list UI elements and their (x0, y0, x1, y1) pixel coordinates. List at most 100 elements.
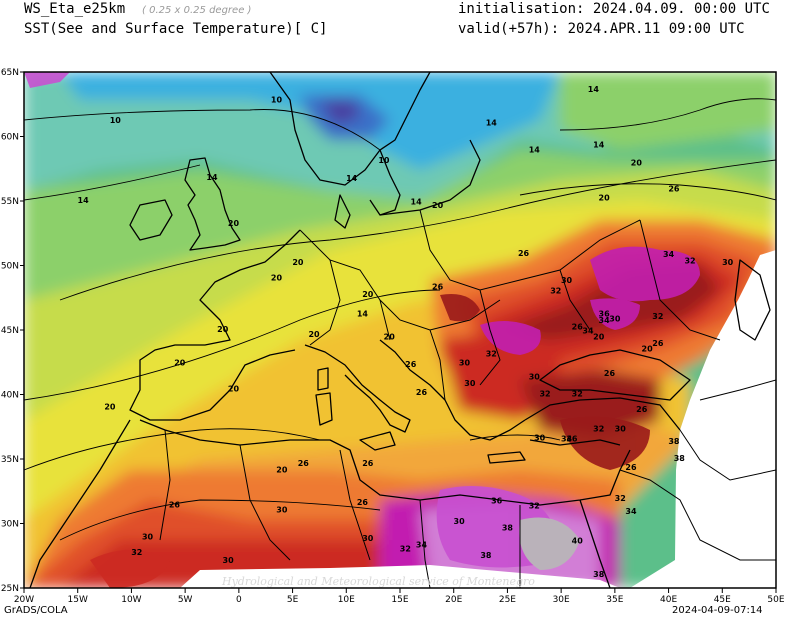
x-tick-label: 25E (499, 595, 516, 605)
contour-label: 32 (131, 548, 142, 557)
x-axis-ticks: 20W 15W 10W 5W 0 5E 10E 15E 20E 25E 30E 35E 40E 45E 50… (14, 588, 785, 605)
contour-label: 20 (228, 384, 240, 393)
temperature-field: 10 10 10 14 14 14 14 14 14 14 14 14 20 20 20 20 20 20 20 20… (24, 72, 776, 588)
contour-label: 34 (599, 316, 611, 325)
red-sea-coast (579, 499, 611, 588)
contour-label: 38 (668, 437, 680, 446)
x-tick-label: 45E (714, 595, 731, 605)
x-tick-label: 15W (68, 595, 88, 605)
contour-label: 32 (400, 544, 411, 553)
hotspot-iraq (560, 416, 650, 470)
x-tick-label: 50E (767, 595, 784, 605)
contour-label: 34 (663, 250, 675, 259)
contour-label: 30 (362, 534, 374, 543)
contour-label: 26 (652, 339, 664, 348)
contour-label: 20 (104, 402, 116, 411)
contour-label: 20 (642, 344, 654, 353)
variable-title: SST(See and Surface Temperature)[ C] (24, 21, 328, 37)
contour-label: 34 (561, 435, 573, 444)
x-tick-label: 20E (445, 595, 462, 605)
contour-label: 10 (271, 95, 283, 104)
x-tick-label: 30E (553, 595, 570, 605)
contour-label: 36 (599, 310, 611, 319)
init-label: initialisation: (458, 1, 585, 17)
contour-labels: 10 10 10 14 14 14 14 14 14 14 14 14 20 20 20 20 20 20 20 20… (78, 85, 734, 579)
contour-label: 32 (615, 494, 626, 503)
contour-label: 26 (604, 369, 616, 378)
western-europe-coast (129, 229, 301, 421)
x-tick-label: 5W (178, 595, 193, 605)
contour-label: 30 (615, 424, 627, 433)
contour-label: 14 (593, 141, 605, 150)
hotspot-balkans (440, 294, 480, 322)
hotspot-crimea (590, 298, 640, 330)
turkey-coast (524, 397, 681, 431)
contour-label: 20 (599, 193, 611, 202)
contour-label: 14 (588, 85, 600, 94)
contour-label: 26 (298, 459, 310, 468)
contour-label: 20 (308, 330, 320, 339)
contour-label: 26 (357, 498, 369, 507)
contour-label: 14 (357, 310, 369, 319)
contour-label: 30 (609, 315, 621, 324)
coastlines (29, 72, 771, 588)
contour-label: 26 (668, 184, 680, 193)
contour-label: 20 (174, 359, 186, 368)
contour-label: 30 (454, 517, 466, 526)
y-tick-label: 50N (1, 262, 19, 272)
hotspot-egypt-gray (519, 517, 580, 570)
contour-label: 30 (561, 276, 573, 285)
valid-label: valid(+57h): (458, 21, 560, 37)
balkans-coast (379, 339, 526, 441)
hotspot-north-purple (24, 72, 70, 88)
sweden-coast (369, 149, 401, 216)
contour-label: 32 (529, 502, 540, 511)
hotspot-ukraine (590, 246, 700, 302)
contour-label: 32 (593, 424, 604, 433)
no-data-area (630, 250, 776, 588)
contour-label: 30 (276, 506, 288, 515)
footer-timestamp: 2024-04-09-07:14 (672, 605, 763, 616)
contour-label: 20 (384, 333, 396, 342)
contour-label: 32 (550, 286, 561, 295)
y-tick-label: 55N (1, 197, 19, 207)
contour-label: 32 (539, 390, 550, 399)
x-tick-label: 40E (660, 595, 677, 605)
contour-label: 38 (480, 551, 492, 560)
valid-time: 2024.APR.11 09:00 UTC (567, 21, 745, 37)
contour-label: 30 (223, 556, 235, 565)
contour-label: 32 (684, 257, 695, 266)
x-tick-label: 35E (606, 595, 623, 605)
contour-label: 20 (593, 333, 605, 342)
contour-label: 36 (566, 435, 578, 444)
contour-label: 20 (276, 466, 288, 475)
sst-band-8 (320, 100, 360, 125)
sardinia-coast (315, 392, 333, 426)
italy-coast (304, 344, 411, 433)
watermark: Hydrological and Meteorological service … (221, 575, 535, 588)
contour-label: 26 (625, 463, 637, 472)
y-tick-label: 65N (1, 68, 19, 78)
contour-label: 36 (491, 497, 503, 506)
y-tick-label: 35N (1, 455, 19, 465)
morocco-coast (29, 419, 131, 588)
contour-label: 40 (572, 537, 584, 546)
contour-label: 38 (674, 454, 686, 463)
contour-label: 14 (206, 173, 218, 182)
y-axis-ticks: 65N 60N 55N 50N 45N 40N 35N 30N 25N (1, 68, 24, 594)
great-britain-coast (184, 157, 241, 251)
init-time: 2024.04.09. 00:00 UTC (592, 1, 770, 17)
contour-label: 20 (217, 325, 229, 334)
contour-label: 38 (502, 524, 514, 533)
corsica-coast (317, 367, 329, 391)
turkey-south-coast (529, 439, 621, 446)
x-tick-label: 10E (338, 595, 355, 605)
contour-label: 30 (142, 533, 154, 542)
contour-label: 32 (652, 312, 663, 321)
contour-label: 32 (486, 350, 497, 359)
contour-label: 20 (631, 159, 643, 168)
no-data-south (180, 565, 620, 588)
contour-label: 32 (572, 390, 583, 399)
y-tick-label: 45N (1, 326, 19, 336)
